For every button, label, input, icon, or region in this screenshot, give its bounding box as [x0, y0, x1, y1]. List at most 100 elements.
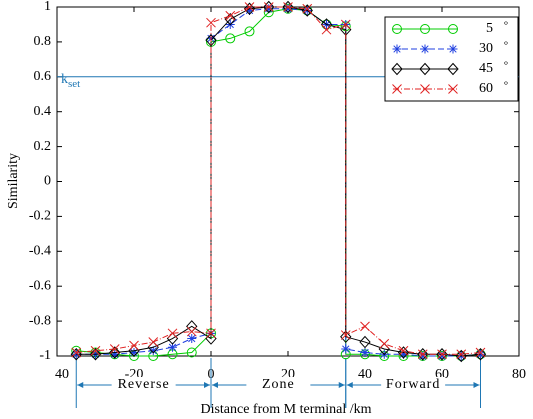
- marker: [244, 26, 255, 37]
- x-tick-label: 80: [512, 367, 526, 382]
- y-tick-label: 1: [44, 0, 51, 14]
- marker: [263, 0, 275, 14]
- marker: [399, 349, 408, 359]
- marker: [436, 348, 448, 361]
- legend-box: [384, 16, 519, 102]
- x-tick-label: 40: [358, 367, 372, 382]
- legend-label: 30: [479, 41, 493, 56]
- legend-unit: °: [504, 60, 508, 72]
- marker: [360, 321, 370, 332]
- arrow-head: [473, 382, 480, 388]
- marker: [340, 330, 352, 344]
- marker: [129, 348, 139, 358]
- marker: [283, 4, 293, 14]
- marker: [243, 2, 256, 15]
- marker: [359, 335, 371, 349]
- marker: [360, 348, 370, 358]
- marker: [456, 349, 467, 360]
- arrow-head: [77, 382, 84, 388]
- marker: [392, 24, 402, 34]
- threshold-label: kset: [61, 72, 80, 89]
- legend-unit: °: [504, 20, 508, 32]
- marker: [420, 44, 430, 54]
- marker: [148, 346, 158, 356]
- y-tick-label: 0.4: [34, 104, 52, 119]
- marker: [340, 330, 351, 340]
- arrow-head: [338, 382, 345, 388]
- series-line: [76, 8, 481, 357]
- y-tick-label: -1: [39, 348, 51, 363]
- legend-unit: °: [504, 80, 508, 92]
- marker: [397, 346, 410, 359]
- region-label-bg: [111, 377, 176, 393]
- marker: [448, 44, 458, 54]
- marker: [244, 2, 255, 12]
- marker: [417, 349, 428, 360]
- marker: [89, 348, 102, 361]
- marker: [417, 348, 429, 361]
- marker: [419, 62, 431, 76]
- marker: [90, 345, 101, 356]
- marker: [263, 2, 274, 12]
- marker: [109, 346, 121, 359]
- marker: [391, 62, 403, 76]
- x-tick-label: 40: [55, 367, 69, 382]
- marker: [205, 33, 217, 47]
- region-label: Reverse: [118, 377, 170, 392]
- marker: [321, 24, 332, 35]
- arrow-head: [212, 382, 218, 388]
- marker: [206, 328, 216, 339]
- marker: [129, 340, 139, 351]
- arrow-head: [346, 382, 353, 388]
- region-label-bg: [381, 377, 446, 393]
- legend-label: 5: [486, 21, 493, 36]
- marker: [225, 33, 236, 44]
- region-label: Forward: [386, 377, 440, 392]
- y-axis-label: Similarity: [6, 153, 21, 209]
- marker: [167, 328, 178, 339]
- marker: [398, 345, 409, 356]
- marker: [341, 344, 351, 354]
- marker: [206, 17, 216, 28]
- y-tick-label: 0.6: [34, 69, 52, 84]
- marker: [168, 342, 177, 352]
- marker: [418, 351, 428, 361]
- marker: [447, 62, 459, 76]
- marker: [340, 19, 351, 30]
- marker: [225, 10, 236, 21]
- legend-label: 60: [479, 81, 493, 96]
- y-tick-label: -0.2: [29, 209, 51, 224]
- arrow-head: [204, 382, 210, 388]
- y-tick-label: -0.6: [29, 278, 51, 293]
- y-tick-label: 0: [44, 174, 51, 189]
- marker: [448, 84, 458, 94]
- marker: [186, 326, 197, 337]
- marker: [448, 24, 458, 34]
- threshold-label-main: k: [61, 72, 68, 87]
- y-tick-label: -0.4: [29, 244, 51, 259]
- y-tick-label: 0.2: [34, 139, 52, 154]
- marker: [437, 349, 447, 360]
- region-label-bg: [246, 377, 311, 393]
- marker: [110, 349, 120, 359]
- y-tick-label: -0.8: [29, 313, 51, 328]
- marker: [264, 4, 274, 14]
- marker: [302, 3, 313, 14]
- y-tick-label: 0.8: [34, 34, 52, 49]
- threshold-label-sub: set: [68, 77, 80, 89]
- marker: [392, 44, 402, 54]
- legend-unit: °: [504, 40, 508, 52]
- marker: [109, 344, 120, 354]
- marker: [392, 84, 402, 94]
- marker: [420, 84, 430, 94]
- marker: [379, 338, 390, 349]
- marker: [71, 347, 82, 358]
- region-label: Zone: [262, 377, 295, 392]
- legend-label: 45: [479, 61, 493, 76]
- x-axis-label: Distance from M terminal /km: [200, 402, 371, 417]
- marker: [283, 2, 293, 12]
- series-line: [76, 6, 481, 355]
- marker: [420, 24, 430, 34]
